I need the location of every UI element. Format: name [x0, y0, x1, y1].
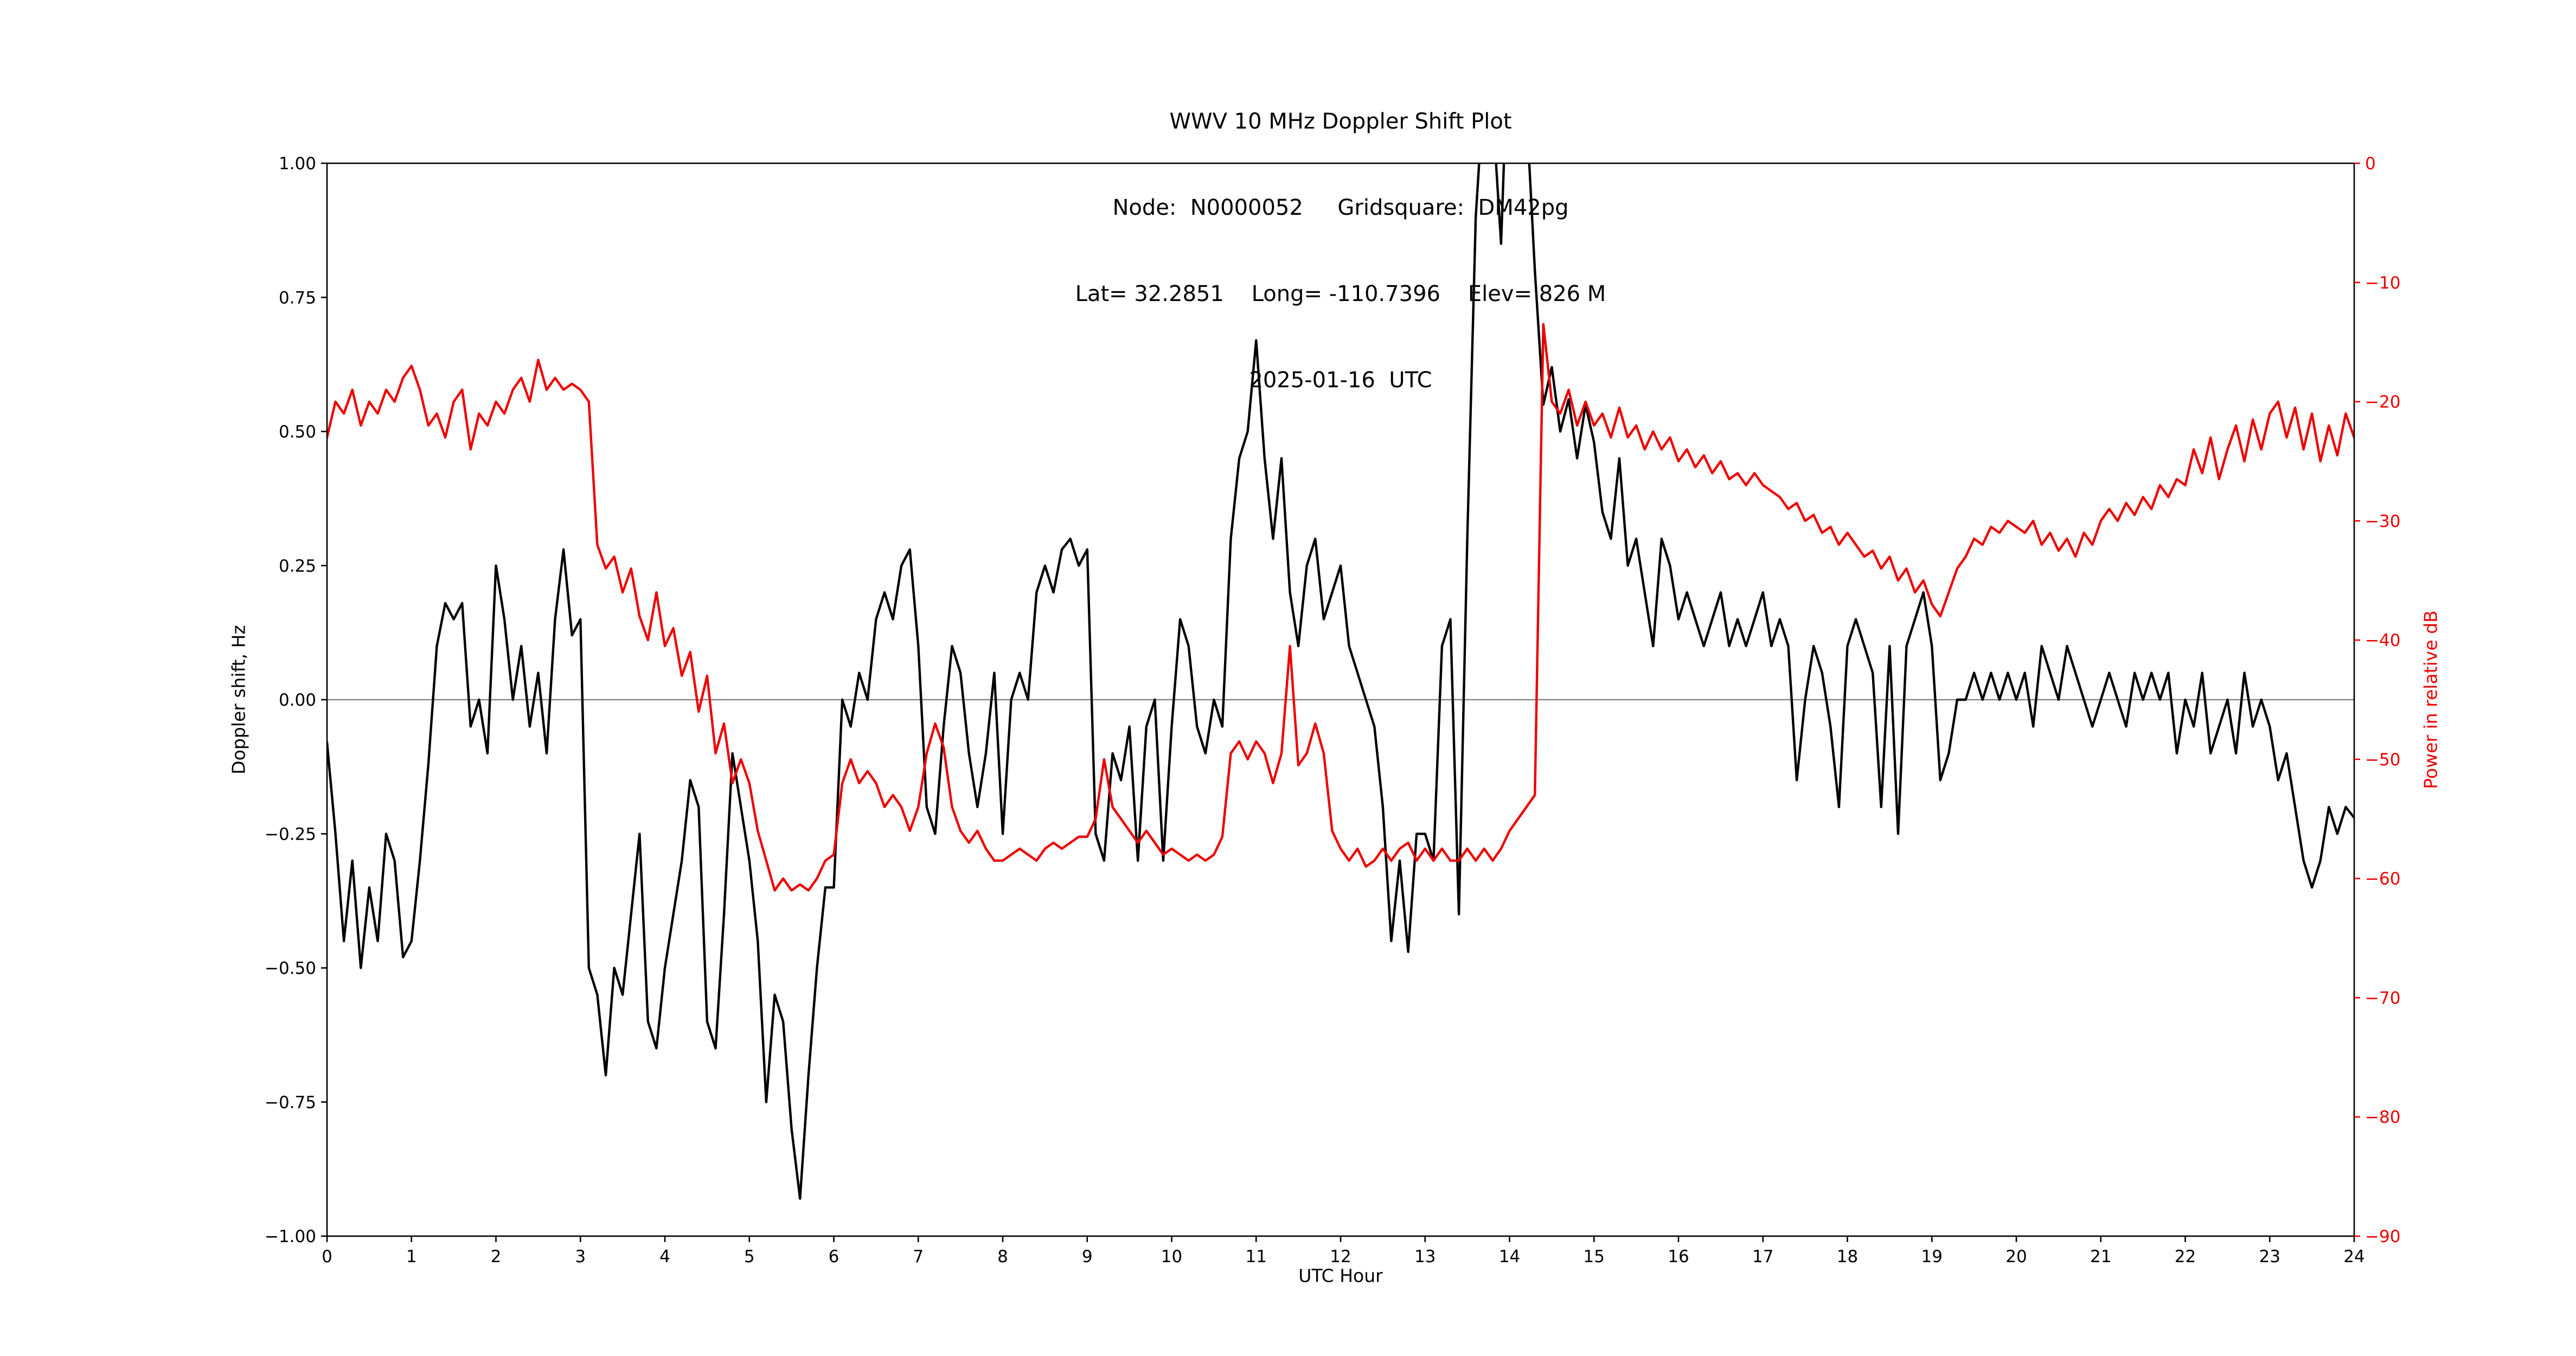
x-tick-label: 17: [1752, 1247, 1773, 1267]
x-tick-label: 14: [1499, 1247, 1520, 1267]
x-tick-label: 8: [997, 1247, 1008, 1267]
x-tick-label: 2: [491, 1247, 502, 1267]
y-right-tick-label: −50: [2365, 750, 2400, 770]
y-left-tick-label: −1.00: [265, 1227, 316, 1246]
x-tick-label: 21: [2090, 1247, 2111, 1267]
chart-title: WWV 10 MHz Doppler Shift Plot: [1169, 109, 1512, 134]
x-tick-label: 16: [1668, 1247, 1689, 1267]
power-line: [327, 323, 2354, 892]
doppler-shift-line: [327, 163, 2354, 1200]
y-right-tick-label: −80: [2365, 1108, 2400, 1127]
chart-date: 2025-01-16 UTC: [1249, 368, 1432, 393]
right-axis-label: Power in relative dB: [2420, 610, 2442, 789]
x-tick-label: 9: [1082, 1247, 1093, 1267]
y-right-tick-label: 0: [2365, 154, 2376, 174]
x-tick-label: 0: [322, 1247, 332, 1267]
y-left-tick-label: −0.50: [265, 959, 316, 978]
y-left-tick-label: 1.00: [279, 154, 316, 174]
y-right-tick-label: −90: [2365, 1227, 2400, 1246]
y-right-tick-label: −30: [2365, 511, 2400, 531]
x-tick-label: 13: [1414, 1247, 1436, 1267]
left-axis-label: Doppler shift, Hz: [228, 625, 249, 775]
x-tick-label: 24: [2343, 1247, 2364, 1267]
x-tick-label: 11: [1246, 1247, 1267, 1267]
y-right-tick-label: −40: [2365, 631, 2400, 650]
x-tick-label: 20: [2005, 1247, 2027, 1267]
x-tick-label: 22: [2175, 1247, 2196, 1267]
x-tick-label: 18: [1837, 1247, 1858, 1267]
x-tick-label: 19: [1921, 1247, 1943, 1267]
y-left-tick-label: 0.75: [279, 288, 316, 308]
x-tick-label: 6: [829, 1247, 840, 1267]
y-right-tick-label: −10: [2365, 273, 2400, 293]
chart-lat-long-elev: Lat= 32.2851 Long= -110.7396 Elev= 826 M: [1075, 282, 1606, 306]
y-left-tick-label: −0.25: [265, 824, 316, 844]
y-left-tick-label: −0.75: [265, 1093, 316, 1112]
y-right-tick-label: −60: [2365, 869, 2400, 889]
x-tick-label: 10: [1161, 1247, 1182, 1267]
x-axis-label: UTC Hour: [1298, 1265, 1383, 1287]
y-left-tick-label: 0.00: [279, 690, 316, 710]
x-tick-label: 12: [1330, 1247, 1351, 1267]
x-tick-label: 3: [575, 1247, 586, 1267]
x-tick-label: 15: [1584, 1247, 1605, 1267]
x-tick-label: 5: [744, 1247, 755, 1267]
y-right-tick-label: −20: [2365, 393, 2400, 412]
x-tick-label: 4: [659, 1247, 670, 1267]
x-tick-label: 1: [406, 1247, 417, 1267]
y-right-tick-label: −70: [2365, 988, 2400, 1008]
y-left-tick-label: 0.25: [279, 557, 316, 576]
x-tick-label: 7: [913, 1247, 924, 1267]
chart-node-gridsquare: Node: N0000052 Gridsquare: DM42pg: [1112, 195, 1569, 220]
x-tick-label: 23: [2259, 1247, 2280, 1267]
y-left-tick-label: 0.50: [279, 423, 316, 442]
chart-header: WWV 10 MHz Doppler Shift Plot Node: N000…: [1075, 50, 1606, 452]
